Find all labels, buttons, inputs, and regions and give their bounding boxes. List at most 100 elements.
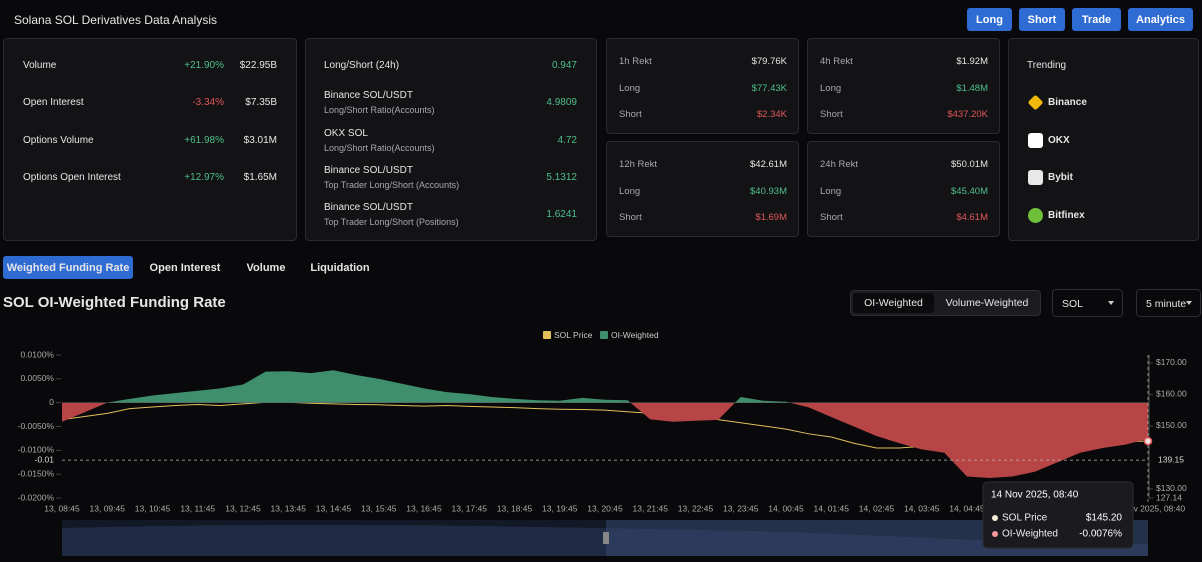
- x-tick-label: 13, 10:45: [135, 503, 171, 513]
- ratio-value: 4.72: [557, 135, 577, 146]
- y-tick-label: 0: [49, 397, 54, 407]
- metric-change: +12.97%: [184, 172, 224, 183]
- metric-value: $3.01M: [243, 135, 277, 146]
- rekt-label: 12h Rekt: [619, 159, 658, 170]
- select-arrow: [1186, 301, 1192, 305]
- rekt-label: Long: [619, 186, 641, 197]
- exchange-icon: [1028, 207, 1043, 223]
- tooltip-name: SOL Price: [1002, 513, 1048, 524]
- legend-label: SOL Price: [554, 330, 593, 340]
- rekt-value: $45.40M: [951, 186, 988, 197]
- ratio-label: Binance SOL/USDT: [324, 202, 413, 213]
- weighting-option[interactable]: OI-Weighted: [853, 293, 934, 313]
- rekt-label: Short: [619, 109, 642, 120]
- tooltip-box: [982, 481, 1134, 549]
- metric-change: -3.34%: [192, 97, 224, 108]
- header-button[interactable]: Trade: [1072, 8, 1121, 31]
- crosshair-y2-label: 139.15: [1158, 454, 1184, 464]
- crosshair-y-label: -0.01: [35, 455, 55, 465]
- legend-swatch: [543, 331, 551, 339]
- select[interactable]: SOL: [1052, 289, 1123, 317]
- exchange-name[interactable]: OKX: [1048, 134, 1070, 146]
- header-button[interactable]: Long: [967, 8, 1012, 31]
- ratio-value: 0.947: [551, 60, 577, 71]
- legend-label: OI-Weighted: [611, 330, 659, 340]
- funding-area-negative: [62, 402, 1148, 478]
- rekt-value: $79.76K: [751, 56, 787, 67]
- price-point: [1143, 436, 1153, 446]
- x-tick-label: 13, 21:45: [633, 503, 669, 513]
- exchange-icon: [1028, 132, 1043, 148]
- exchange-name[interactable]: Binance: [1048, 97, 1087, 108]
- navigator-handle: [603, 532, 609, 544]
- chart: 0.0100% 0.0050% 0 -0.0050% -0.0100% -0.0150% -…: [18, 330, 1187, 556]
- select-arrow: [1108, 301, 1114, 305]
- tooltip-dot: [992, 531, 998, 537]
- rekt-label: Long: [820, 83, 842, 94]
- x-tick-label: 13, 17:45: [452, 503, 488, 513]
- ratio-label: Binance SOL/USDT: [324, 165, 413, 176]
- rekt-label: 1h Rekt: [619, 56, 652, 67]
- y-tick-label: -0.0150%: [18, 468, 55, 478]
- header-button[interactable]: Analytics: [1128, 8, 1193, 31]
- exchange-name[interactable]: Bybit: [1048, 172, 1073, 183]
- x-tick-label: 13, 22:45: [678, 503, 714, 513]
- metric-change: +61.98%: [184, 135, 224, 146]
- y2-tick-label: $130.00: [1156, 483, 1187, 493]
- y-tick-label: 0.0100%: [20, 349, 54, 359]
- tab[interactable]: Liquidation: [310, 261, 370, 274]
- x-tick-label: 14 Nov 2025, 08:40: [1111, 503, 1185, 513]
- metric-change: +21.90%: [184, 60, 224, 71]
- x-tick-label: 13, 23:45: [723, 503, 759, 513]
- tooltip-value: -0.0076%: [1079, 529, 1122, 540]
- header-button[interactable]: Short: [1019, 8, 1065, 31]
- trending-card: Trending Binance OKX Bybit Bitfinex: [1008, 38, 1199, 241]
- rekt-label: 24h Rekt: [820, 159, 859, 170]
- rekt-value: $4.61M: [956, 212, 988, 223]
- ratio-value: 5.1312: [546, 172, 577, 183]
- weighting-option[interactable]: Volume-Weighted: [945, 297, 1029, 309]
- x-tick-label: 13, 13:45: [271, 503, 307, 513]
- metric-value: $7.35B: [245, 97, 277, 108]
- x-tick-label: 13, 18:45: [497, 503, 533, 513]
- tab[interactable]: Weighted Funding Rate: [3, 256, 133, 279]
- y-tick-label: -0.0100%: [18, 445, 55, 455]
- tab[interactable]: Volume: [246, 261, 286, 274]
- rekt-value: $50.01M: [951, 159, 988, 170]
- chart-title: SOL OI-Weighted Funding Rate: [3, 294, 226, 311]
- page-title: Solana SOL Derivatives Data Analysis: [14, 13, 217, 27]
- trending-title: Trending: [1027, 60, 1067, 71]
- select[interactable]: 5 minute: [1136, 289, 1201, 317]
- ratio-value: 4.9809: [546, 97, 577, 108]
- x-tick-label: 13, 12:45: [225, 503, 261, 513]
- exchange-name[interactable]: Bitfinex: [1048, 209, 1085, 221]
- x-tick-label: 14, 00:45: [768, 503, 804, 513]
- metric-label: Open Interest: [23, 97, 84, 108]
- tab[interactable]: Open Interest: [149, 261, 221, 274]
- ratio-sublabel: Top Trader Long/Short (Positions): [324, 217, 459, 227]
- x-tick-label: 13, 11:45: [180, 503, 215, 513]
- ratio-label: Long/Short (24h): [324, 60, 400, 71]
- x-tick-label: 13, 19:45: [542, 503, 578, 513]
- metric-label: Options Volume: [23, 135, 94, 146]
- rekt-label: Short: [619, 212, 642, 223]
- y2-tick-label: 127.14: [1156, 492, 1182, 502]
- tooltip-title: 14 Nov 2025, 08:40: [991, 490, 1079, 501]
- tooltip-name: OI-Weighted: [1002, 529, 1058, 540]
- x-tick-label: 13, 09:45: [90, 503, 126, 513]
- metric-value: $1.65M: [243, 172, 277, 183]
- metric-label: Volume: [23, 60, 57, 71]
- rekt-label: Long: [820, 186, 842, 197]
- ratio-sublabel: Top Trader Long/Short (Accounts): [324, 180, 460, 190]
- ratio-value: 1.6241: [546, 209, 577, 220]
- select-value: SOL: [1062, 298, 1084, 310]
- rekt-value: $1.92M: [956, 56, 988, 67]
- weighting-toggle: OI-Weighted Volume-Weighted: [850, 290, 1041, 316]
- metric-label: Options Open Interest: [23, 172, 121, 183]
- x-tick-label: 13, 16:45: [406, 503, 442, 513]
- x-tick-label: 13, 20:45: [587, 503, 623, 513]
- y2-tick-label: $170.00: [1156, 357, 1187, 367]
- rekt-label: Long: [619, 83, 641, 94]
- y-tick-label: -0.0050%: [18, 421, 55, 431]
